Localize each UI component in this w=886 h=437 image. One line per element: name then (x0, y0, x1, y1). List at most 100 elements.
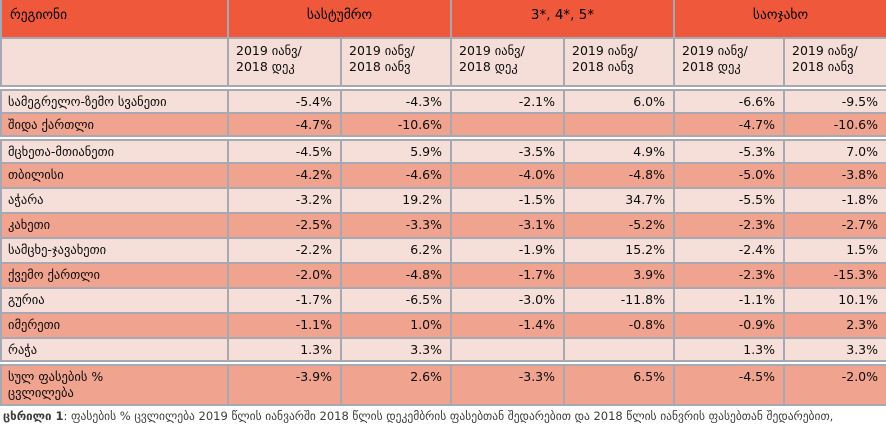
value-cell: -4.6% (339, 162, 453, 189)
value-cell: -5.4% (227, 85, 342, 114)
value-cell: -1.1% (227, 312, 342, 339)
value-cell: -3.3% (450, 360, 566, 406)
value-cell: -5.5% (673, 187, 786, 214)
value-cell: -3.0% (450, 287, 566, 314)
value-cell: 2.3% (783, 312, 886, 339)
region-cell: სულ ფასების % ცვლილება (0, 360, 229, 406)
value-cell: 2.6% (339, 360, 453, 406)
subheader-period-1: 2019 იანვ/ 2018 დეკ (227, 37, 342, 89)
value-cell: -2.0% (783, 360, 886, 406)
value-cell: 15.2% (563, 237, 676, 264)
value-cell: -0.9% (673, 312, 786, 339)
value-cell: 5.9% (339, 135, 453, 164)
value-cell: -2.3% (673, 212, 786, 239)
region-cell: კახეთი (0, 212, 229, 239)
table-caption-text: : ფასების % ცვლილება 2019 წლის იანვარში … (63, 409, 834, 423)
value-cell: -4.8% (563, 162, 676, 189)
value-cell (563, 337, 676, 364)
value-cell: -3.9% (227, 360, 342, 406)
value-cell: -1.7% (450, 262, 566, 289)
value-cell: 1.5% (783, 237, 886, 264)
value-cell: 6.2% (339, 237, 453, 264)
value-cell: -1.1% (673, 287, 786, 314)
value-cell: -1.4% (450, 312, 566, 339)
region-cell: გურია (0, 287, 229, 314)
table-body: სამეგრელო-ზემო სვანეთი -5.4% -4.3% -2.1% 6.0… (0, 85, 886, 406)
value-cell: 1.3% (673, 337, 786, 364)
value-cell: -4.7% (227, 112, 342, 139)
subheader-period-6: 2019 იანვ/ 2018 იანვ (783, 37, 886, 89)
value-cell: -4.2% (227, 162, 342, 189)
value-cell: -4.5% (673, 360, 786, 406)
value-cell (450, 112, 566, 139)
table-row: ქვემო ქართლი -2.0% -4.8% -1.7% 3.9% -2.3% -15.… (0, 262, 886, 289)
value-cell: 6.5% (563, 360, 676, 406)
subheader-period-4: 2019 იანვ/ 2018 იანვ (563, 37, 676, 89)
value-cell: -1.9% (450, 237, 566, 264)
value-cell: -0.8% (563, 312, 676, 339)
subheader-period-2: 2019 იანვ/ 2018 იანვ (339, 37, 453, 89)
value-cell: -4.8% (339, 262, 453, 289)
region-cell: სამცხე-ჯავახეთი (0, 237, 229, 264)
value-cell: 3.3% (339, 337, 453, 364)
value-cell: -4.7% (673, 112, 786, 139)
value-cell (450, 337, 566, 364)
value-cell: -2.2% (227, 237, 342, 264)
value-cell: 1.3% (227, 337, 342, 364)
value-cell: -2.4% (673, 237, 786, 264)
value-cell: -6.6% (673, 85, 786, 114)
value-cell: -9.5% (783, 85, 886, 114)
value-cell: -2.1% (450, 85, 566, 114)
value-cell: -1.5% (450, 187, 566, 214)
table-row: იმერეთი -1.1% 1.0% -1.4% -0.8% -0.9% 2.3% (0, 312, 886, 339)
price-change-table: რეგიონი სასტუმრო 3*, 4*, 5* საოჯახო 2019… (0, 0, 886, 406)
region-cell: სამეგრელო-ზემო სვანეთი (0, 85, 229, 114)
value-cell: -10.6% (339, 112, 453, 139)
value-cell: -3.2% (227, 187, 342, 214)
value-cell: -4.0% (450, 162, 566, 189)
value-cell: 3.9% (563, 262, 676, 289)
value-cell: 6.0% (563, 85, 676, 114)
table-caption-label: ცხრილი 1 (3, 409, 64, 423)
value-cell: 7.0% (783, 135, 886, 164)
value-cell: -6.5% (339, 287, 453, 314)
value-cell: -4.3% (339, 85, 453, 114)
column-header-region: რეგიონი (0, 0, 229, 39)
table-row: რაჭა 1.3% 3.3% 1.3% 3.3% (0, 337, 886, 364)
column-group-family: საოჯახო (673, 0, 886, 39)
table-row: მცხეთა-მთიანეთი -4.5% 5.9% -3.5% 4.9% -5.3% 7.… (0, 135, 886, 164)
value-cell: -10.6% (783, 112, 886, 139)
value-cell: -1.8% (783, 187, 886, 214)
value-cell: 19.2% (339, 187, 453, 214)
subheader-row: 2019 იანვ/ 2018 დეკ 2019 იანვ/ 2018 იანვ… (0, 37, 886, 89)
value-cell: -2.7% (783, 212, 886, 239)
region-cell: იმერეთი (0, 312, 229, 339)
value-cell: 3.3% (783, 337, 886, 364)
table-row: სულ ფასების % ცვლილება -3.9% 2.6% -3.3% 6.5%… (0, 360, 886, 406)
value-cell: -11.8% (563, 287, 676, 314)
table-row: თბილისი -4.2% -4.6% -4.0% -4.8% -5.0% -3.8% (0, 162, 886, 189)
table-row: გურია -1.7% -6.5% -3.0% -11.8% -1.1% 10.1% (0, 287, 886, 314)
table-caption: ცხრილი 1: ფასების % ცვლილება 2019 წლის ი… (3, 409, 883, 425)
region-cell: რაჭა (0, 337, 229, 364)
header-row: რეგიონი სასტუმრო 3*, 4*, 5* საოჯახო (0, 0, 886, 39)
region-cell: მცხეთა-მთიანეთი (0, 135, 229, 164)
value-cell: -5.3% (673, 135, 786, 164)
table-row: სამეგრელო-ზემო სვანეთი -5.4% -4.3% -2.1% 6.0… (0, 85, 886, 114)
value-cell: -3.1% (450, 212, 566, 239)
value-cell: -5.0% (673, 162, 786, 189)
value-cell: 10.1% (783, 287, 886, 314)
value-cell: -3.8% (783, 162, 886, 189)
region-cell: აჭარა (0, 187, 229, 214)
value-cell: -1.7% (227, 287, 342, 314)
subheader-region-empty (0, 37, 229, 89)
table-row: სამცხე-ჯავახეთი -2.2% 6.2% -1.9% 15.2% -2.4% 1… (0, 237, 886, 264)
value-cell (563, 112, 676, 139)
region-cell: ქვემო ქართლი (0, 262, 229, 289)
column-group-hotel: სასტუმრო (226, 0, 453, 39)
table-row: შიდა ქართლი -4.7% -10.6% -4.7% -10.6% (0, 112, 886, 139)
value-cell: -2.3% (673, 262, 786, 289)
subheader-period-5: 2019 იანვ/ 2018 დეკ (673, 37, 786, 89)
table-row: კახეთი -2.5% -3.3% -3.1% -5.2% -2.3% -2.7% (0, 212, 886, 239)
